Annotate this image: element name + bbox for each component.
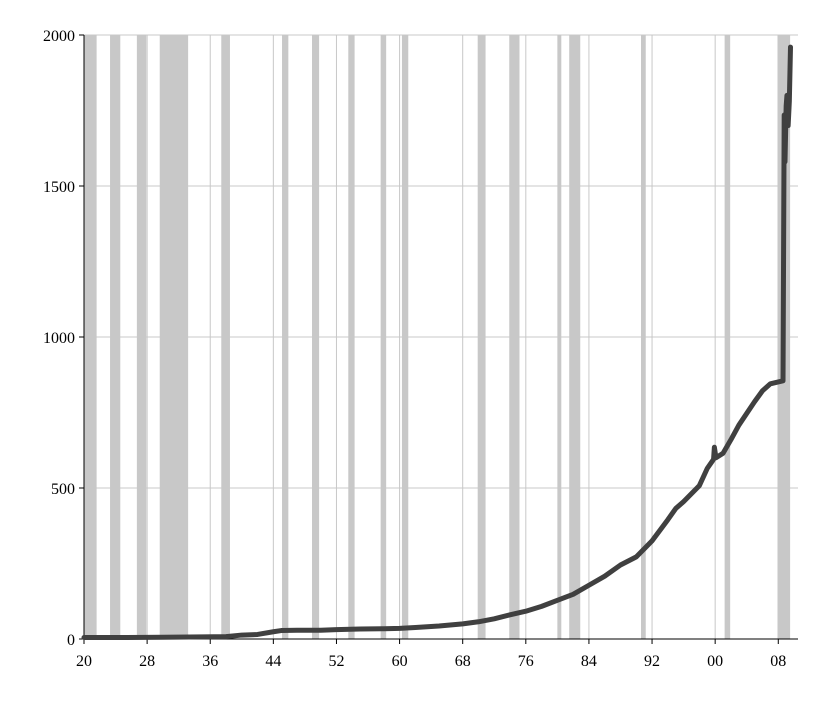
y-tick-label: 1000 — [43, 330, 75, 347]
x-tick-label: 20 — [76, 653, 92, 670]
tick-labels: 0 500 1000 1500 2000 20 28 36 44 52 60 68 76 84 92 00 08 — [43, 28, 786, 670]
x-tick-label: 60 — [392, 653, 408, 670]
y-tick-label: 2000 — [43, 28, 75, 45]
x-tick-label: 52 — [328, 653, 344, 670]
y-tick-label: 1500 — [43, 179, 75, 196]
y-tick-label: 500 — [51, 481, 75, 498]
y-tick-label: 0 — [67, 632, 75, 649]
x-tick-label: 28 — [139, 653, 155, 670]
gridlines — [84, 34, 798, 640]
x-tick-label: 92 — [644, 653, 660, 670]
series-line — [81, 44, 793, 640]
x-tick-label: 08 — [770, 653, 786, 670]
x-tick-label: 00 — [707, 653, 723, 670]
x-tick-label: 76 — [518, 653, 534, 670]
x-tick-label: 44 — [265, 653, 281, 670]
x-tick-label: 68 — [455, 653, 471, 670]
x-tick-label: 36 — [202, 653, 218, 670]
series-layer — [81, 44, 793, 640]
x-tick-label: 84 — [581, 653, 597, 670]
